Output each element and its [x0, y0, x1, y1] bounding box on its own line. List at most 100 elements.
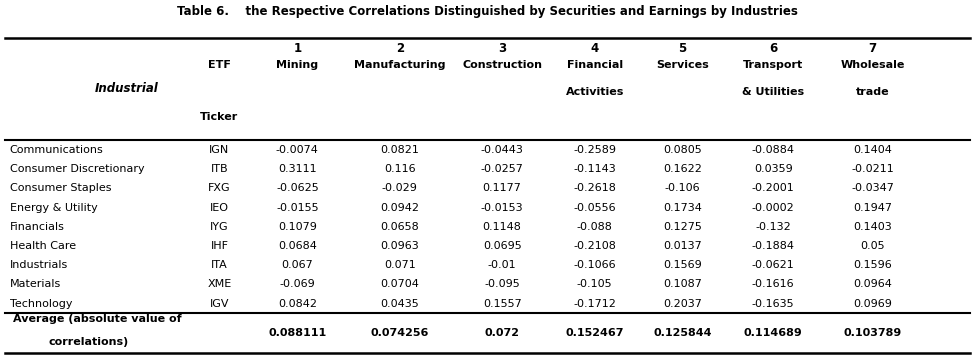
Text: -0.1884: -0.1884 — [752, 241, 795, 251]
Text: 0.0963: 0.0963 — [380, 241, 419, 251]
Text: -0.2589: -0.2589 — [573, 145, 616, 155]
Text: -0.0153: -0.0153 — [481, 203, 524, 213]
Text: 0.125844: 0.125844 — [653, 328, 712, 338]
Text: 1: 1 — [293, 42, 301, 55]
Text: 0.074256: 0.074256 — [370, 328, 429, 338]
Text: 6: 6 — [769, 42, 777, 55]
Text: -0.0884: -0.0884 — [752, 145, 795, 155]
Text: IYG: IYG — [210, 222, 229, 232]
Text: 0.1947: 0.1947 — [853, 203, 892, 213]
Text: -0.0002: -0.0002 — [752, 203, 795, 213]
Text: 0.1148: 0.1148 — [483, 222, 522, 232]
Text: Average (absolute value of: Average (absolute value of — [13, 314, 181, 324]
Text: -0.1635: -0.1635 — [752, 298, 795, 309]
Text: 0.0969: 0.0969 — [853, 298, 892, 309]
Text: Mining: Mining — [276, 60, 319, 70]
Text: 0.067: 0.067 — [282, 260, 313, 270]
Text: ITA: ITA — [211, 260, 228, 270]
Text: 0.1087: 0.1087 — [663, 279, 702, 289]
Text: 0.0359: 0.0359 — [754, 164, 793, 174]
Text: Ticker: Ticker — [200, 112, 239, 122]
Text: 0.152467: 0.152467 — [566, 328, 624, 338]
Text: -0.029: -0.029 — [382, 183, 417, 193]
Text: FXG: FXG — [208, 183, 231, 193]
Text: Technology: Technology — [10, 298, 72, 309]
Text: -0.105: -0.105 — [577, 279, 612, 289]
Text: Industrial: Industrial — [95, 82, 159, 95]
Text: Construction: Construction — [462, 60, 542, 70]
Text: Consumer Staples: Consumer Staples — [10, 183, 111, 193]
Text: Communications: Communications — [10, 145, 103, 155]
Text: 0.0137: 0.0137 — [663, 241, 702, 251]
Text: -0.0074: -0.0074 — [276, 145, 319, 155]
Text: 0.114689: 0.114689 — [744, 328, 802, 338]
Text: 0.1404: 0.1404 — [853, 145, 892, 155]
Text: 0.1622: 0.1622 — [663, 164, 702, 174]
Text: 0.0805: 0.0805 — [663, 145, 702, 155]
Text: 0.103789: 0.103789 — [843, 328, 902, 338]
Text: ETF: ETF — [208, 60, 231, 70]
Text: 0.0695: 0.0695 — [483, 241, 522, 251]
Text: -0.0621: -0.0621 — [752, 260, 795, 270]
Text: 0.0821: 0.0821 — [380, 145, 419, 155]
Text: Services: Services — [656, 60, 709, 70]
Text: -0.0211: -0.0211 — [851, 164, 894, 174]
Text: 0.2037: 0.2037 — [663, 298, 702, 309]
Text: 7: 7 — [869, 42, 877, 55]
Text: Wholesale: Wholesale — [840, 60, 905, 70]
Text: 0.088111: 0.088111 — [268, 328, 327, 338]
Text: -0.0347: -0.0347 — [851, 183, 894, 193]
Text: Consumer Discretionary: Consumer Discretionary — [10, 164, 144, 174]
Text: IEO: IEO — [210, 203, 229, 213]
Text: 0.071: 0.071 — [384, 260, 415, 270]
Text: -0.0556: -0.0556 — [573, 203, 616, 213]
Text: 0.0842: 0.0842 — [278, 298, 317, 309]
Text: 0.05: 0.05 — [860, 241, 885, 251]
Text: Activities: Activities — [566, 87, 624, 97]
Text: -0.1143: -0.1143 — [573, 164, 616, 174]
Text: 0.0704: 0.0704 — [380, 279, 419, 289]
Text: -0.1712: -0.1712 — [573, 298, 616, 309]
Text: 0.0942: 0.0942 — [380, 203, 419, 213]
Text: -0.0257: -0.0257 — [481, 164, 524, 174]
Text: IGN: IGN — [210, 145, 229, 155]
Text: 0.0435: 0.0435 — [380, 298, 419, 309]
Text: 0.0658: 0.0658 — [380, 222, 419, 232]
Text: 0.1177: 0.1177 — [483, 183, 522, 193]
Text: ITB: ITB — [211, 164, 228, 174]
Text: Table 6.    the Respective Correlations Distinguished by Securities and Earnings: Table 6. the Respective Correlations Dis… — [177, 5, 798, 18]
Text: 0.1734: 0.1734 — [663, 203, 702, 213]
Text: Health Care: Health Care — [10, 241, 76, 251]
Text: -0.01: -0.01 — [488, 260, 517, 270]
Text: -0.2001: -0.2001 — [752, 183, 795, 193]
Text: 0.1275: 0.1275 — [663, 222, 702, 232]
Text: 0.1079: 0.1079 — [278, 222, 317, 232]
Text: -0.2108: -0.2108 — [573, 241, 616, 251]
Text: Financials: Financials — [10, 222, 64, 232]
Text: Materials: Materials — [10, 279, 61, 289]
Text: Industrials: Industrials — [10, 260, 68, 270]
Text: 0.116: 0.116 — [384, 164, 415, 174]
Text: 2: 2 — [396, 42, 404, 55]
Text: -0.095: -0.095 — [485, 279, 520, 289]
Text: -0.106: -0.106 — [665, 183, 700, 193]
Text: 0.3111: 0.3111 — [278, 164, 317, 174]
Text: correlations): correlations) — [49, 337, 129, 347]
Text: Financial: Financial — [566, 60, 623, 70]
Text: 0.1403: 0.1403 — [853, 222, 892, 232]
Text: -0.069: -0.069 — [280, 279, 315, 289]
Text: 5: 5 — [679, 42, 686, 55]
Text: -0.088: -0.088 — [577, 222, 612, 232]
Text: 0.1596: 0.1596 — [853, 260, 892, 270]
Text: 0.0684: 0.0684 — [278, 241, 317, 251]
Text: -0.0443: -0.0443 — [481, 145, 524, 155]
Text: -0.1616: -0.1616 — [752, 279, 795, 289]
Text: Energy & Utility: Energy & Utility — [10, 203, 98, 213]
Text: 4: 4 — [591, 42, 599, 55]
Text: trade: trade — [856, 87, 889, 97]
Text: -0.0155: -0.0155 — [276, 203, 319, 213]
Text: Transport: Transport — [743, 60, 803, 70]
Text: -0.0625: -0.0625 — [276, 183, 319, 193]
Text: XME: XME — [208, 279, 231, 289]
Text: 0.072: 0.072 — [485, 328, 520, 338]
